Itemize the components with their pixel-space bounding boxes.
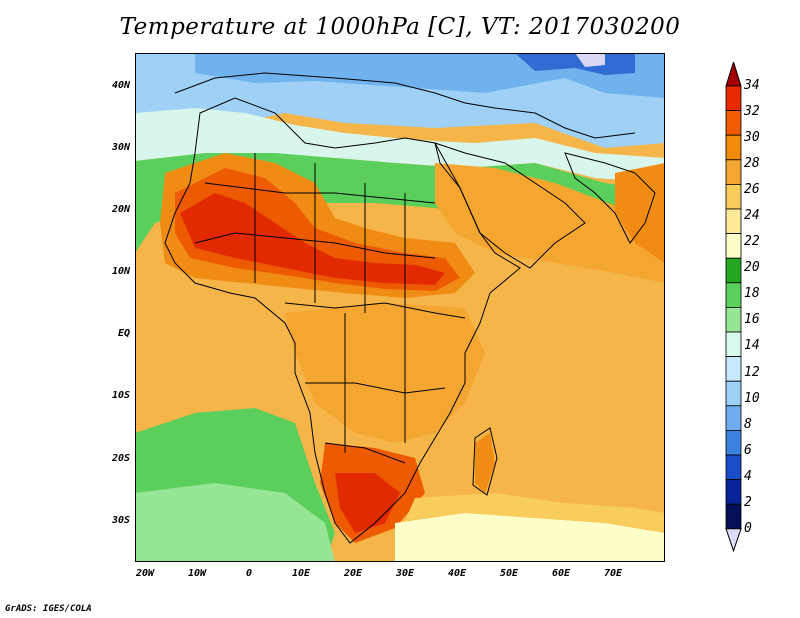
colorbar-segment xyxy=(725,110,742,136)
colorbar-segment xyxy=(725,503,742,530)
colorbar-tick-label: 30 xyxy=(744,130,760,146)
colorbar-tick-label: 12 xyxy=(744,364,760,380)
lon-label: 30E xyxy=(395,568,415,579)
lat-label: 30N xyxy=(111,142,130,153)
lat-label: 10N xyxy=(111,266,130,277)
lon-label: 20W xyxy=(135,568,155,579)
central-africa-warm xyxy=(285,303,485,443)
colorbar-segment xyxy=(725,405,742,431)
lon-label: 10E xyxy=(291,568,311,579)
lat-label: 40N xyxy=(111,80,130,91)
lat-label: 30S xyxy=(111,515,130,526)
colorbar-tick-label: 6 xyxy=(744,442,752,458)
colorbar-segment xyxy=(725,134,742,161)
footer-credit: GrADS: IGES/COLA xyxy=(5,604,92,614)
north-bluewhite xyxy=(575,53,605,67)
colorbar-segment xyxy=(725,159,742,185)
sahel-hottest xyxy=(180,193,445,285)
colorbar-segment xyxy=(725,257,742,284)
colorbar-segment xyxy=(725,429,742,456)
colorbar-tick-label: 18 xyxy=(744,286,760,302)
south-atlantic-light xyxy=(135,483,335,562)
colorbar-segment xyxy=(725,356,742,382)
lon-label: 50E xyxy=(499,568,519,579)
lat-label: 10S xyxy=(111,390,130,401)
colorbar-tick-label: 14 xyxy=(744,338,760,354)
south-indian-light xyxy=(395,513,665,562)
lon-label: 0 xyxy=(245,568,253,579)
colorbar-segment xyxy=(725,208,742,235)
lon-label: 20E xyxy=(343,568,363,579)
colorbar-segment xyxy=(725,282,742,308)
lon-label: 70E xyxy=(603,568,623,579)
map-title: Temperature at 1000hPa [C], VT: 20170302… xyxy=(119,14,681,40)
arabia-warm xyxy=(435,163,665,283)
colorbar-segment xyxy=(725,184,742,210)
lat-label: 20S xyxy=(111,453,130,464)
colorbar-top-arrow xyxy=(725,62,742,87)
colorbar-segment xyxy=(725,331,742,358)
colorbar-tick-label: 32 xyxy=(744,104,760,120)
south-indian-yellow xyxy=(405,493,665,533)
lon-label: 60E xyxy=(551,568,571,579)
colorbar-tick-label: 34 xyxy=(744,78,760,93)
lat-label: 20N xyxy=(111,204,130,215)
colorbar-segment xyxy=(725,454,742,481)
colorbar-tick-label: 20 xyxy=(744,260,760,276)
colorbar-tick-label: 22 xyxy=(744,234,760,250)
colorbar xyxy=(725,62,742,553)
colorbar-tick-label: 16 xyxy=(744,312,760,328)
lon-label: 40E xyxy=(447,568,467,579)
coastlines xyxy=(164,72,656,544)
lon-label: 10W xyxy=(187,568,207,579)
colorbar-segment xyxy=(725,85,742,112)
colorbar-tick-label: 26 xyxy=(744,182,760,198)
colorbar-tick-label: 28 xyxy=(744,156,760,172)
colorbar-bottom-arrow xyxy=(725,528,742,553)
colorbar-segment xyxy=(725,380,742,407)
colorbar-tick-label: 2 xyxy=(744,494,752,510)
colorbar-tick-label: 8 xyxy=(744,416,752,432)
colorbar-tick-label: 24 xyxy=(744,208,760,224)
madagascar-hot xyxy=(475,433,495,493)
lat-label: EQ xyxy=(117,328,130,339)
south-hottest xyxy=(335,473,400,533)
mediterranean-fringe xyxy=(135,108,665,183)
temperature-map xyxy=(135,53,665,562)
colorbar-segment xyxy=(725,306,742,333)
colorbar-tick-label: 0 xyxy=(744,520,752,536)
colorbar-tick-label: 10 xyxy=(744,390,760,406)
colorbar-tick-label: 4 xyxy=(744,468,752,484)
colorbar-segment xyxy=(725,233,742,259)
india-warm xyxy=(615,163,665,263)
colorbar-segment xyxy=(725,479,742,505)
